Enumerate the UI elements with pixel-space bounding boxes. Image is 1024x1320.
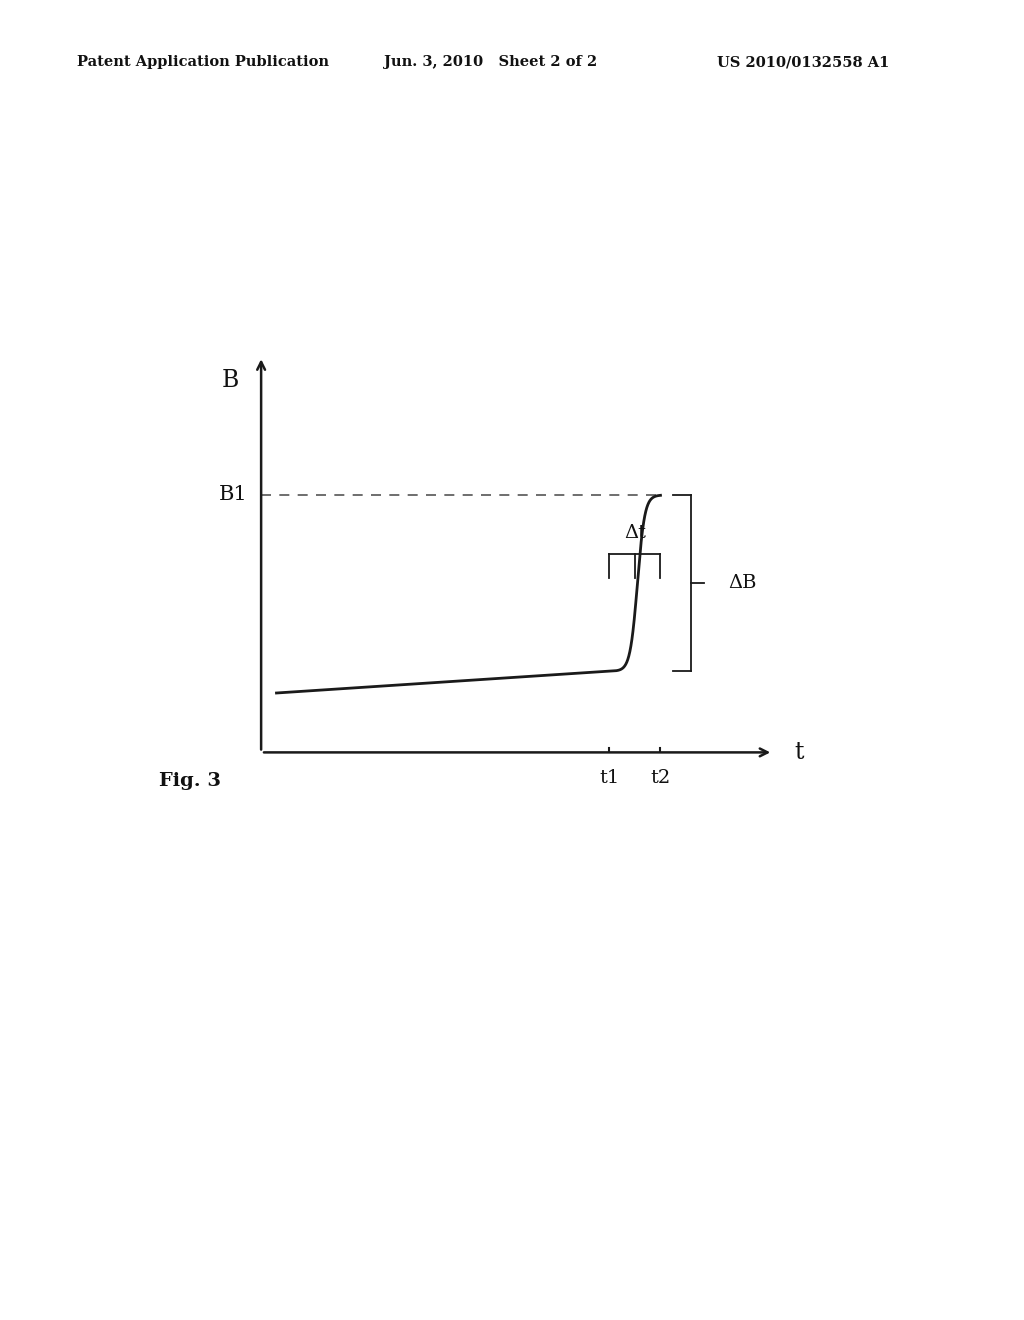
Text: t2: t2 xyxy=(650,770,671,787)
Text: B1: B1 xyxy=(218,486,248,504)
Text: t: t xyxy=(794,741,804,764)
Text: Patent Application Publication: Patent Application Publication xyxy=(77,55,329,70)
Text: Fig. 3: Fig. 3 xyxy=(159,772,221,791)
Text: ΔB: ΔB xyxy=(728,574,757,593)
Text: t1: t1 xyxy=(599,770,620,787)
Text: Jun. 3, 2010   Sheet 2 of 2: Jun. 3, 2010 Sheet 2 of 2 xyxy=(384,55,597,70)
Text: B: B xyxy=(222,368,239,392)
Text: US 2010/0132558 A1: US 2010/0132558 A1 xyxy=(717,55,889,70)
Text: Δt: Δt xyxy=(624,524,646,541)
